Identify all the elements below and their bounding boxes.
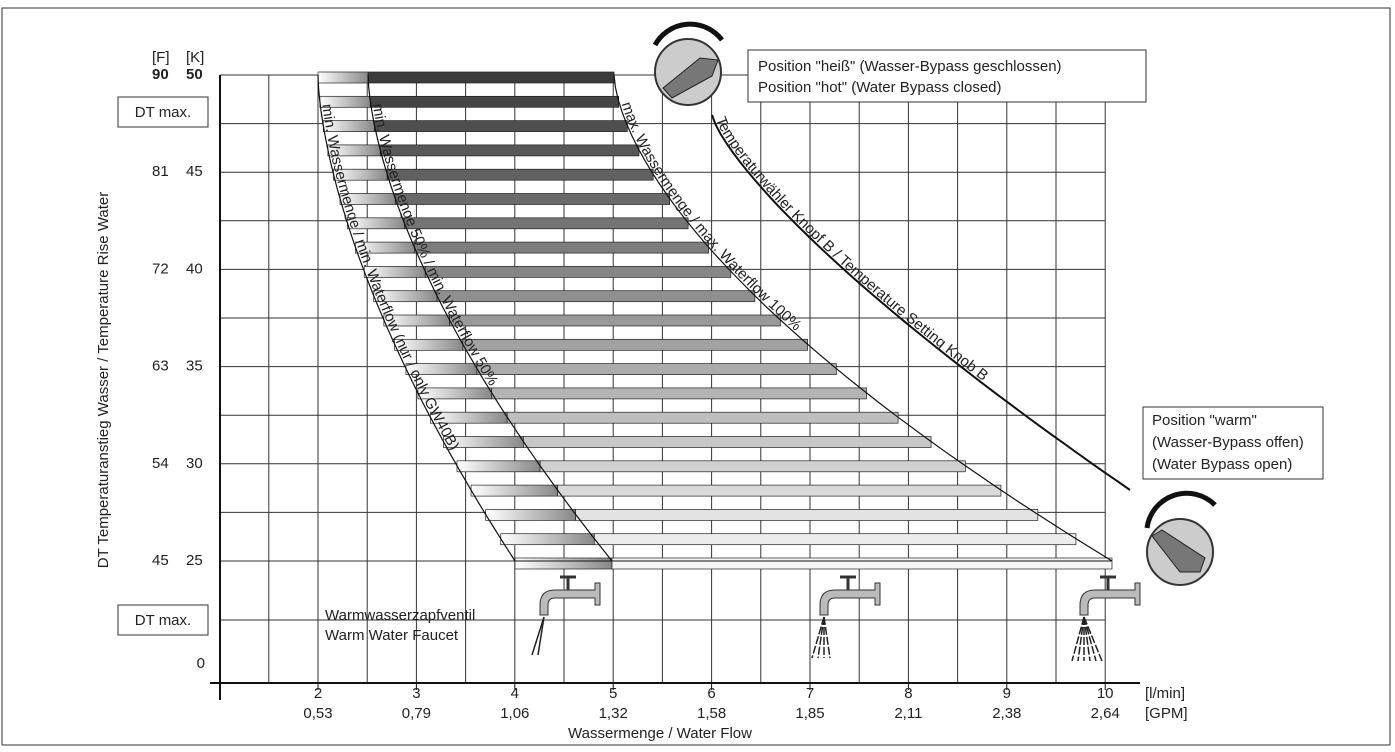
diagram: min. Wassermenge / min. Waterflow (nur /…: [0, 0, 1395, 747]
band: [507, 412, 898, 423]
dt-max: DT max.: [135, 104, 191, 121]
faucet: [532, 577, 600, 655]
band: [612, 558, 1112, 569]
x-tick-lmin: 7: [806, 685, 814, 702]
band-fade: [457, 461, 540, 472]
y-tick-k: 40: [186, 260, 203, 277]
x-tick-gpm: 0,53: [303, 705, 332, 722]
band: [540, 461, 965, 472]
band: [370, 96, 618, 107]
band-fade: [501, 534, 595, 545]
y-tick-k: 30: [186, 455, 203, 472]
band: [395, 194, 669, 205]
y-tick-k: 25: [186, 552, 203, 569]
band-fade: [471, 485, 558, 496]
x-axis-title: Wassermenge / Water Flow: [568, 725, 752, 742]
frame: [2, 8, 1390, 745]
x-tick-lmin: 2: [314, 685, 322, 702]
x-tick-lmin: 8: [904, 685, 912, 702]
hot-label: Position "hot" (Water Bypass closed): [758, 79, 1002, 96]
x-tick-gpm: 1,06: [500, 705, 529, 722]
band-fade: [318, 72, 368, 83]
unit-lmin: [l/min]: [1145, 685, 1185, 702]
x-tick-gpm: 2,64: [1091, 705, 1120, 722]
x-tick-lmin: 4: [511, 685, 519, 702]
band-fade: [486, 509, 576, 520]
band: [414, 242, 708, 253]
dt-max: DT max.: [135, 612, 191, 629]
unit-k: [K]: [186, 49, 204, 66]
y-tick-f: 90: [152, 66, 169, 83]
y-tick-k: 50: [186, 66, 203, 83]
x-tick-lmin: 6: [707, 685, 715, 702]
unit-f: [F]: [152, 49, 170, 66]
y-tick-f: 54: [152, 455, 169, 472]
warm-label: Position "warm": [1152, 412, 1257, 429]
band: [437, 291, 755, 302]
x-tick-gpm: 2,38: [992, 705, 1021, 722]
band-fade: [515, 558, 612, 569]
band: [558, 485, 1001, 496]
x-tick-gpm: 1,58: [697, 705, 726, 722]
bands: [318, 72, 1112, 569]
faucet-label: Warmwasserzapfventil: [325, 607, 475, 624]
unit-gpm: [GPM]: [1145, 705, 1188, 722]
knob-warm: [1147, 493, 1215, 585]
faucet: [812, 577, 880, 658]
band: [375, 121, 628, 132]
faucet: [1072, 577, 1140, 661]
faucets: [532, 577, 1140, 661]
x-tick-gpm: 1,32: [599, 705, 628, 722]
x-tick-gpm: 1,85: [795, 705, 824, 722]
y-tick-k: 35: [186, 358, 203, 375]
faucet-label: Warm Water Faucet: [325, 627, 459, 644]
band: [594, 534, 1076, 545]
y-tick-k: 45: [186, 163, 203, 180]
x-tick-lmin: 10: [1097, 685, 1114, 702]
band: [492, 388, 867, 399]
x-tick-lmin: 3: [412, 685, 420, 702]
x-tick-gpm: 0,79: [402, 705, 431, 722]
band: [425, 266, 731, 277]
y-axis-title: DT Temperaturanstieg Wasser / Temperatur…: [95, 192, 112, 569]
band: [576, 509, 1038, 520]
x-tick-gpm: 2,11: [894, 705, 922, 722]
band: [523, 437, 931, 448]
band: [477, 364, 836, 375]
band: [404, 218, 688, 229]
band: [368, 72, 614, 83]
warm-label: (Water Bypass open): [1152, 456, 1292, 473]
y-tick-f: 72: [152, 260, 169, 277]
x-tick-lmin: 9: [1003, 685, 1011, 702]
y-tick-f: 63: [152, 358, 169, 375]
knob-hot: [655, 24, 722, 105]
band: [380, 145, 639, 156]
x-tick-lmin: 5: [609, 685, 617, 702]
band: [387, 169, 653, 180]
hot-label: Position "heiß" (Wasser-Bypass geschloss…: [758, 58, 1062, 75]
warm-label: (Wasser-Bypass offen): [1152, 434, 1304, 451]
band: [450, 315, 781, 326]
y-tick-f: 81: [152, 163, 169, 180]
y-tick-f: 45: [152, 552, 169, 569]
zero-label: 0: [197, 655, 205, 672]
band: [463, 339, 808, 350]
